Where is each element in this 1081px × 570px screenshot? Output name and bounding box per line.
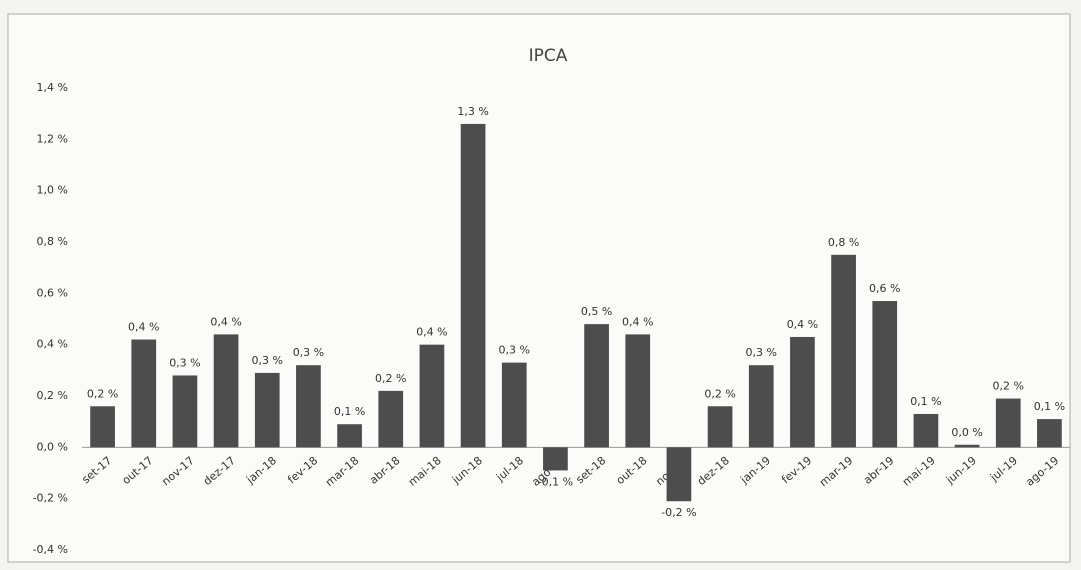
bar xyxy=(337,424,362,448)
bar xyxy=(748,365,774,448)
bar xyxy=(954,444,980,448)
bar xyxy=(666,447,692,502)
y-tick-label: 0,2 % xyxy=(37,389,68,402)
bar xyxy=(296,365,321,448)
value-label: -0,1 % xyxy=(538,475,573,488)
value-label: 0,5 % xyxy=(581,305,612,318)
value-label: 0,4 % xyxy=(787,318,818,331)
bar xyxy=(90,406,115,448)
bar xyxy=(172,375,198,448)
bar xyxy=(625,334,651,448)
y-tick-label: 0,4 % xyxy=(37,338,68,351)
value-label: 0,3 % xyxy=(746,346,777,359)
value-label: 0,3 % xyxy=(293,346,324,359)
value-label: 0,2 % xyxy=(704,387,735,400)
y-tick-label: 1,2 % xyxy=(37,132,68,145)
bar xyxy=(872,301,898,448)
value-label: 0,1 % xyxy=(910,395,941,408)
bar xyxy=(460,123,486,448)
y-tick-label: -0,2 % xyxy=(33,492,68,505)
value-label: 0,3 % xyxy=(252,354,283,367)
value-label: 0,0 % xyxy=(951,426,982,439)
bar xyxy=(1037,419,1062,448)
value-label: 0,2 % xyxy=(993,380,1024,393)
value-label: 0,4 % xyxy=(416,326,447,339)
value-label: 0,1 % xyxy=(1034,400,1065,413)
y-tick-label: 1,0 % xyxy=(37,184,68,197)
value-label: 0,4 % xyxy=(210,315,241,328)
y-tick-label: 0,8 % xyxy=(37,235,68,248)
chart-title: IPCA xyxy=(529,46,568,66)
bar xyxy=(131,339,157,448)
bar xyxy=(378,390,404,448)
value-label: -0,2 % xyxy=(661,506,696,519)
value-label: 1,3 % xyxy=(457,105,488,118)
bar xyxy=(501,362,527,448)
bar xyxy=(707,406,733,448)
y-tick-label: -0,4 % xyxy=(33,543,68,556)
value-label: 0,8 % xyxy=(828,236,859,249)
bar xyxy=(995,398,1021,448)
value-label: 0,1 % xyxy=(334,405,365,418)
value-label: 0,3 % xyxy=(169,356,200,369)
bar xyxy=(913,413,939,448)
value-label: 0,2 % xyxy=(375,372,406,385)
bar xyxy=(584,324,609,448)
y-tick-label: 1,4 % xyxy=(37,81,68,94)
y-tick-label: 0,6 % xyxy=(37,286,68,299)
value-label: 0,6 % xyxy=(869,282,900,295)
bar xyxy=(213,334,239,448)
value-label: 0,4 % xyxy=(128,321,159,334)
bar xyxy=(419,344,445,448)
bar xyxy=(543,447,568,471)
value-label: 0,4 % xyxy=(622,315,653,328)
bar xyxy=(790,336,815,448)
y-tick-label: 0,0 % xyxy=(37,440,68,453)
bar xyxy=(254,372,280,448)
bar xyxy=(831,254,856,448)
value-label: 0,3 % xyxy=(499,344,530,357)
value-label: 0,2 % xyxy=(87,387,118,400)
chart-frame xyxy=(7,13,1071,563)
